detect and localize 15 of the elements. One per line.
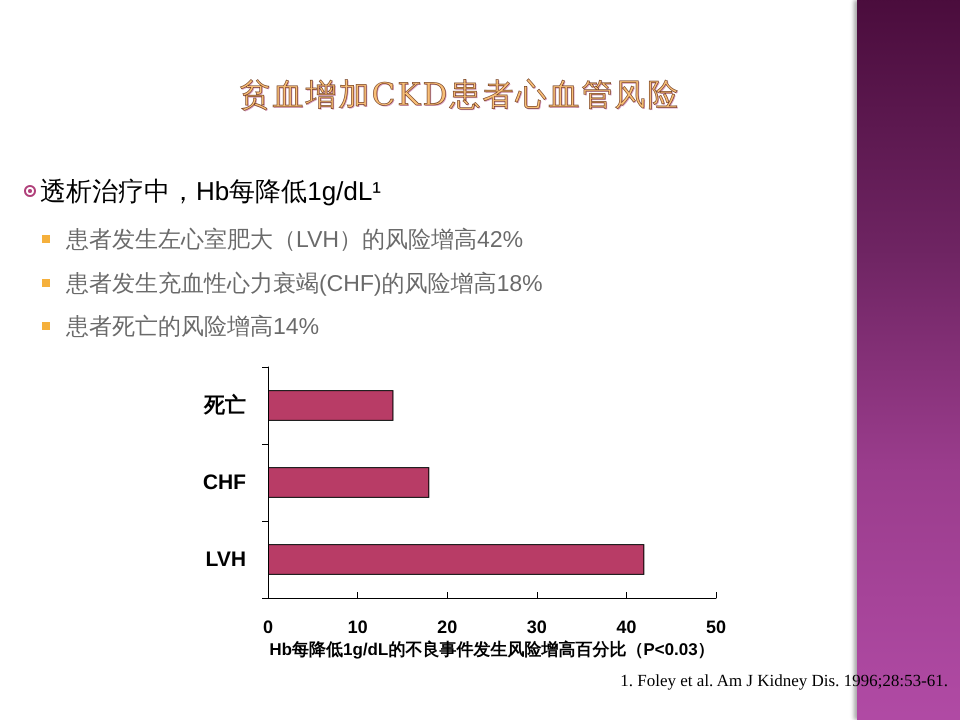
x-tick-label: 0 bbox=[262, 617, 274, 637]
text: 患者发生左心室肥大（LVH）的风险增高42% bbox=[66, 225, 524, 254]
text: 透析治疗中，Hb每降低1g/dL¹ bbox=[40, 175, 381, 208]
x-axis-title: Hb每降低1g/dL的不良事件发生风险增高百分比（P<0.03） bbox=[269, 640, 715, 659]
x-tick-label: 30 bbox=[526, 617, 547, 637]
chart-title: 贫血增加CKD患者心血管风险 bbox=[238, 76, 682, 115]
text: 患者发生充血性心力衰竭(CHF)的风险增高18% bbox=[66, 268, 543, 298]
y-tick-label: CHF bbox=[202, 471, 246, 494]
y-tick-label: LVH bbox=[206, 548, 246, 571]
x-tick-label: 50 bbox=[706, 617, 726, 637]
y-tick-label: 死亡 bbox=[203, 393, 246, 417]
x-tick-label: 40 bbox=[616, 617, 636, 637]
text: 患者死亡的风险增高14% bbox=[66, 312, 320, 341]
x-tick-label: 20 bbox=[437, 617, 458, 637]
x-tick-label: 10 bbox=[348, 617, 368, 637]
